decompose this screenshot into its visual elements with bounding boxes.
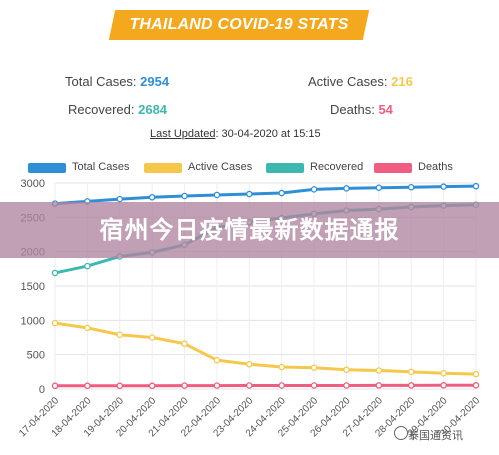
stat-deaths: Deaths: 54: [330, 102, 393, 117]
stat-total-cases: Total Cases: 2954: [65, 74, 169, 89]
data-point-active-cases: [409, 369, 414, 374]
y-tick-label: 1500: [21, 281, 45, 293]
data-point-deaths: [344, 383, 349, 388]
y-tick-label: 500: [27, 350, 45, 362]
data-point-total-cases: [182, 193, 187, 198]
data-point-active-cases: [311, 365, 316, 370]
data-point-active-cases: [85, 325, 90, 330]
data-point-deaths: [247, 383, 252, 388]
stat-active-label: Active Cases:: [308, 74, 387, 89]
stat-deaths-value: 54: [378, 102, 392, 117]
last-updated-label[interactable]: Last Updated: [150, 128, 215, 140]
stat-recovered: Recovered: 2684: [68, 102, 167, 117]
stat-total-value: 2954: [140, 74, 169, 89]
data-point-deaths: [117, 383, 122, 388]
data-point-active-cases: [247, 362, 252, 367]
data-point-active-cases: [214, 358, 219, 363]
data-point-active-cases: [182, 341, 187, 346]
data-point-total-cases: [409, 185, 414, 190]
data-point-total-cases: [344, 186, 349, 191]
data-point-deaths: [409, 383, 414, 388]
data-point-deaths: [182, 383, 187, 388]
data-point-deaths: [473, 383, 478, 388]
data-point-total-cases: [117, 197, 122, 202]
data-point-deaths: [279, 383, 284, 388]
data-point-active-cases: [376, 368, 381, 373]
data-point-total-cases: [279, 190, 284, 195]
data-point-recovered: [52, 270, 57, 275]
headline-text: 宿州今日疫情最新数据通报: [0, 202, 499, 258]
data-point-recovered: [85, 263, 90, 268]
y-tick-label: 1000: [21, 315, 45, 327]
stat-active-value: 216: [391, 74, 413, 89]
stat-recovered-value: 2684: [138, 102, 167, 117]
watermark-icon: [394, 426, 408, 440]
watermark-text: 泰国通资讯: [408, 427, 463, 443]
stat-deaths-label: Deaths:: [330, 102, 375, 117]
series-line-active-cases: [55, 323, 476, 374]
last-updated: Last Updated: 30-04-2020 at 15:15: [150, 128, 321, 140]
data-point-deaths: [52, 383, 57, 388]
data-point-active-cases: [344, 367, 349, 372]
data-point-total-cases: [441, 184, 446, 189]
data-point-total-cases: [311, 187, 316, 192]
data-point-total-cases: [247, 191, 252, 196]
y-tick-label: 3000: [21, 178, 45, 190]
data-point-deaths: [85, 383, 90, 388]
title-banner: THAILAND COVID-19 STATS: [0, 0, 499, 52]
stat-recovered-label: Recovered:: [68, 102, 134, 117]
data-point-active-cases: [150, 335, 155, 340]
data-point-active-cases: [52, 320, 57, 325]
data-point-deaths: [441, 383, 446, 388]
data-point-deaths: [150, 383, 155, 388]
data-point-deaths: [376, 383, 381, 388]
stat-total-label: Total Cases:: [65, 74, 137, 89]
data-point-deaths: [214, 383, 219, 388]
data-point-active-cases: [279, 364, 284, 369]
y-tick-label: 0: [39, 384, 45, 396]
data-point-active-cases: [473, 372, 478, 377]
data-point-total-cases: [150, 195, 155, 200]
data-point-total-cases: [214, 192, 219, 197]
last-updated-value: : 30-04-2020 at 15:15: [215, 128, 320, 140]
stat-active-cases: Active Cases: 216: [308, 74, 413, 89]
data-point-total-cases: [376, 185, 381, 190]
banner-title: THAILAND COVID-19 STATS: [112, 10, 366, 40]
data-point-deaths: [311, 383, 316, 388]
data-point-total-cases: [473, 184, 478, 189]
data-point-active-cases: [441, 371, 446, 376]
data-point-active-cases: [117, 332, 122, 337]
